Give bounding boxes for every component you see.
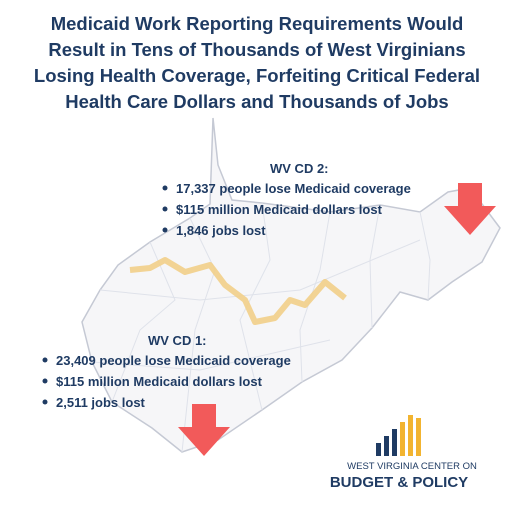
title: Medicaid Work Reporting Requirements Wou… <box>34 13 480 112</box>
bullet <box>162 227 168 233</box>
logo-bar <box>400 422 405 456</box>
bullet <box>162 206 168 212</box>
logo: WEST VIRGINIA CENTER ON BUDGET & POLICY <box>330 415 477 491</box>
district-item: $115 million Medicaid dollars lost <box>56 374 263 389</box>
title-line: Result in Tens of Thousands of West Virg… <box>48 39 465 60</box>
bullet <box>42 378 48 384</box>
district-heading: WV CD 1: <box>148 333 207 348</box>
logo-bar <box>384 436 389 456</box>
logo-bar <box>408 415 413 456</box>
bullet <box>42 357 48 363</box>
logo-line1: WEST VIRGINIA CENTER ON <box>347 461 477 472</box>
logo-bar <box>416 418 421 456</box>
bullet <box>162 185 168 191</box>
logo-bar <box>392 429 397 456</box>
district-item: 1,846 jobs lost <box>176 223 266 238</box>
district-1: WV CD 1: 23,409 people lose Medicaid cov… <box>42 333 291 410</box>
district-item: 17,337 people lose Medicaid coverage <box>176 181 411 196</box>
title-line: Losing Health Coverage, Forfeiting Criti… <box>34 65 480 86</box>
district-2: WV CD 2: 17,337 people lose Medicaid cov… <box>162 161 411 238</box>
title-line: Health Care Dollars and Thousands of Job… <box>65 91 448 112</box>
title-line: Medicaid Work Reporting Requirements Wou… <box>51 13 464 34</box>
district-item: 2,511 jobs lost <box>56 395 146 410</box>
district-heading: WV CD 2: <box>270 161 329 176</box>
down-arrow <box>444 183 496 235</box>
bullet <box>42 399 48 405</box>
logo-bar <box>376 443 381 456</box>
down-arrow <box>178 404 230 456</box>
district-boundary <box>129 257 347 325</box>
logo-line2: BUDGET & POLICY <box>330 474 468 491</box>
district-item: 23,409 people lose Medicaid coverage <box>56 353 291 368</box>
district-item: $115 million Medicaid dollars lost <box>176 202 383 217</box>
